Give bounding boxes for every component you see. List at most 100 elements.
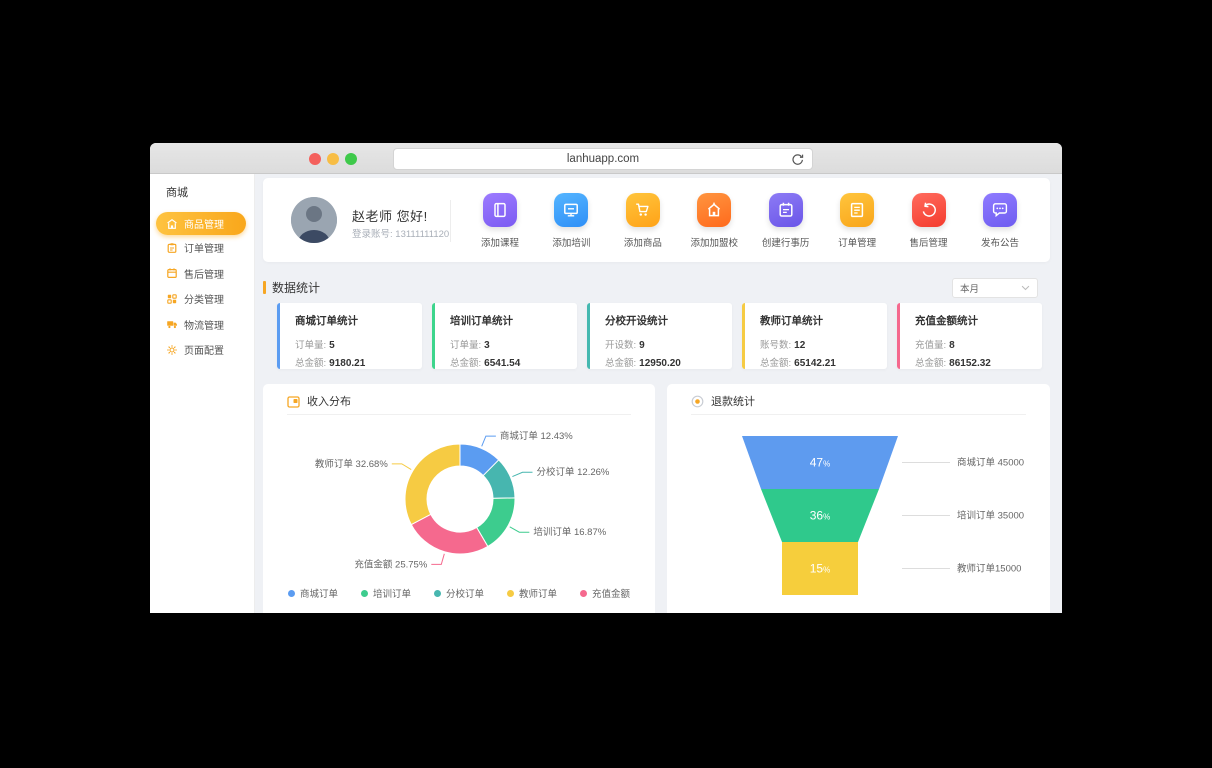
donut-callout-line <box>391 463 412 470</box>
quick-action-1[interactable]: 添加培训 <box>539 193 603 249</box>
divider <box>691 414 1026 415</box>
quick-action-label: 添加加盟校 <box>690 238 739 249</box>
donut-slice-充值金额 <box>410 513 489 555</box>
legend-dot <box>287 589 295 597</box>
calendar-plus-icon <box>768 193 803 227</box>
stat-row: 订单量: 5 <box>295 340 335 351</box>
legend-dot <box>507 589 514 597</box>
sidebar-item-5[interactable]: 页面配置 <box>150 337 254 363</box>
training-icon <box>554 193 589 227</box>
avatar <box>291 197 337 243</box>
browser-window: lanhuapp.com 商城 商品管理 订单管理 售后管理 分类管理 物流管理 页面配置… <box>150 143 1062 613</box>
quick-action-7[interactable]: 发布公告 <box>968 193 1032 249</box>
stat-accent-bar <box>587 303 590 369</box>
quick-action-label: 发布公告 <box>980 238 1019 249</box>
quick-action-2[interactable]: 添加商品 <box>611 193 675 249</box>
sidebar-item-label: 物流管理 <box>184 320 224 332</box>
stat-card-1: 培训订单统计 订单量: 3 总金额: 6541.54 <box>432 303 577 369</box>
charts-row: 收入分布 商城订单 12.43% 分校订单 12.26% 培训订单 16.87% 充值… <box>263 384 1050 613</box>
stats-section-head: 数据统计 本月 <box>263 278 1050 298</box>
funnel-segment-教师订单 <box>782 542 858 595</box>
stat-card-title: 充值金额统计 <box>915 315 978 327</box>
store-icon <box>166 218 178 230</box>
category-icon <box>166 293 178 305</box>
funnel-segment-商城订单 <box>742 436 898 489</box>
legend-label: 商城订单 <box>299 589 338 600</box>
stat-row: 充值量: 8 <box>915 340 955 351</box>
donut-callout-line <box>431 553 445 565</box>
legend-dot <box>433 589 441 597</box>
sidebar-item-label: 订单管理 <box>184 244 224 256</box>
zoom-window-button[interactable] <box>345 152 357 165</box>
refund-chart-head: 退款统计 <box>691 393 755 409</box>
sidebar: 商城 商品管理 订单管理 售后管理 分类管理 物流管理 页面配置 <box>150 174 255 613</box>
stat-card-title: 培训订单统计 <box>450 315 513 327</box>
stat-row: 账号数: 12 <box>760 340 806 351</box>
truck-icon <box>166 318 178 330</box>
url-text: lanhuapp.com <box>566 152 640 165</box>
sidebar-item-3[interactable]: 分类管理 <box>150 286 254 312</box>
sidebar-item-1[interactable]: 订单管理 <box>150 235 254 261</box>
sidebar-item-2[interactable]: 售后管理 <box>150 261 254 287</box>
refund-chart-icon <box>691 395 704 408</box>
quick-action-6[interactable]: 售后管理 <box>897 193 961 249</box>
sidebar-item-0[interactable]: 商品管理 <box>156 212 246 235</box>
stat-card-4: 充值金额统计 充值量: 8 总金额: 86152.32 <box>897 303 1042 369</box>
minimize-window-button[interactable] <box>327 152 339 165</box>
period-select[interactable]: 本月 <box>952 278 1038 298</box>
funnel-side-label: 商城订单 45000 <box>957 457 1024 469</box>
browser-chrome: lanhuapp.com <box>150 143 1062 174</box>
sidebar-item-4[interactable]: 物流管理 <box>150 312 254 338</box>
stat-card-title: 教师订单统计 <box>760 315 823 327</box>
income-chart-card: 收入分布 商城订单 12.43% 分校订单 12.26% 培训订单 16.87% 充值… <box>263 384 655 613</box>
legend-item-商城订单[interactable]: 商城订单 <box>287 586 338 600</box>
funnel-segment-培训订单 <box>761 489 879 542</box>
url-bar[interactable]: lanhuapp.com <box>393 147 813 170</box>
close-window-button[interactable] <box>309 152 321 165</box>
title-accent-bar <box>263 281 266 294</box>
quick-action-4[interactable]: 创建行事历 <box>754 193 818 249</box>
app-body: 商城 商品管理 订单管理 售后管理 分类管理 物流管理 页面配置 赵老师 您好! 登录账号… <box>150 174 1062 613</box>
sidebar-item-label: 分类管理 <box>184 295 224 307</box>
legend-label: 分校订单 <box>445 589 484 600</box>
donut-callout-line <box>509 526 530 533</box>
user-header-card: 赵老师 您好! 登录账号: 13111111120 添加课程 添加培训 添加商品 添加… <box>263 178 1050 262</box>
school-icon <box>697 193 732 227</box>
refund-funnel-chart: 47% 商城订单 45000 36% 培训订单 35000 15% 教师订单15000 <box>742 436 1024 595</box>
quick-action-label: 创建行事历 <box>761 238 810 249</box>
legend-item-分校订单[interactable]: 分校订单 <box>433 586 484 600</box>
legend-item-充值金额[interactable]: 充值金额 <box>580 586 630 600</box>
stat-row: 总金额: 6541.54 <box>450 358 521 369</box>
donut-callout-label: 培训订单 16.87% <box>533 526 606 538</box>
quick-action-3[interactable]: 添加加盟校 <box>682 193 746 249</box>
calendar-icon <box>166 267 178 279</box>
chart-legend: 商城订单 培训订单 分校订单 教师订单 充值金额 <box>263 586 655 600</box>
legend-item-培训订单[interactable]: 培训订单 <box>360 586 411 600</box>
income-chart-head: 收入分布 <box>287 393 351 409</box>
quick-action-5[interactable]: 订单管理 <box>825 193 889 249</box>
quick-action-label: 添加商品 <box>623 238 662 249</box>
donut-callout-label: 教师订单 32.68% <box>315 458 388 470</box>
stat-row: 开设数: 9 <box>605 340 645 351</box>
clipboard-icon <box>166 242 178 254</box>
quick-action-label: 售后管理 <box>909 238 948 249</box>
legend-label: 充值金额 <box>592 589 631 600</box>
legend-item-教师订单[interactable]: 教师订单 <box>507 586 557 600</box>
donut-callout-label: 分校订单 12.26% <box>537 466 610 478</box>
reload-icon[interactable] <box>790 152 805 167</box>
stat-card-3: 教师订单统计 账号数: 12 总金额: 65142.21 <box>742 303 887 369</box>
stat-card-title: 商城订单统计 <box>295 315 358 327</box>
stat-card-0: 商城订单统计 订单量: 5 总金额: 9180.21 <box>277 303 422 369</box>
legend-dot <box>580 589 588 597</box>
quick-action-0[interactable]: 添加课程 <box>468 193 532 249</box>
stat-row: 总金额: 65142.21 <box>760 358 836 369</box>
donut-callout-label: 充值金额 25.75% <box>354 558 427 570</box>
book-icon <box>483 193 517 227</box>
stat-card-title: 分校开设统计 <box>605 315 668 327</box>
funnel-percent: 36% <box>810 509 830 523</box>
stat-row: 订单量: 3 <box>450 340 490 351</box>
quick-action-label: 添加课程 <box>480 238 519 249</box>
quick-actions: 添加课程 添加培训 添加商品 添加加盟校 创建行事历 订单管理 售后管理 发布公告 <box>468 193 1032 249</box>
stat-accent-bar <box>432 303 435 369</box>
